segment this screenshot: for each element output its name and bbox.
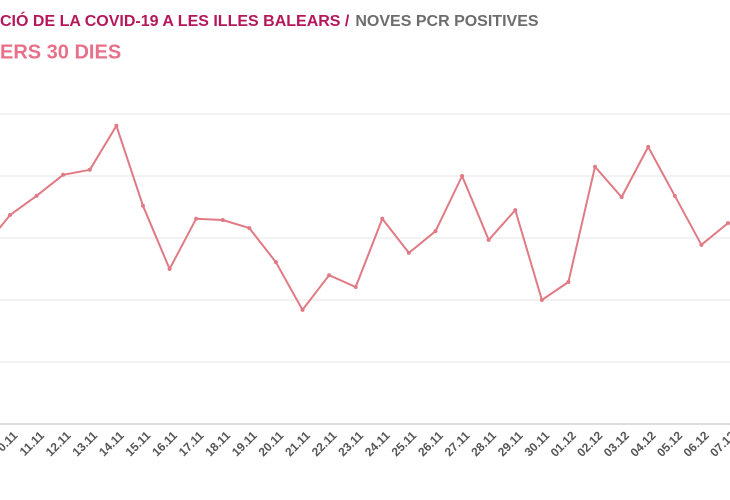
point <box>34 193 39 198</box>
x-tick-label: 18.11 <box>202 428 233 459</box>
point <box>726 221 730 226</box>
x-tick-label: 03.12 <box>601 428 632 459</box>
x-tick-label: 30.11 <box>522 428 553 459</box>
point <box>220 218 225 223</box>
point <box>273 260 278 265</box>
point <box>167 267 172 271</box>
point <box>300 307 305 312</box>
x-tick-label: 16.11 <box>149 428 180 459</box>
point <box>194 216 199 221</box>
point <box>87 167 92 172</box>
x-tick-label: 11.11 <box>17 428 47 458</box>
point <box>380 216 385 221</box>
point <box>699 242 704 247</box>
x-tick-label: 24.11 <box>362 428 393 459</box>
x-tick-label: 15.11 <box>123 428 154 459</box>
point <box>140 203 145 208</box>
point <box>114 123 119 128</box>
x-tick-label: 21.11 <box>282 428 313 459</box>
x-tick-label: 06.12 <box>681 428 712 459</box>
point <box>646 144 651 149</box>
x-tick-label: 27.11 <box>442 428 473 459</box>
x-tick-label: 07.12 <box>707 428 730 459</box>
point <box>8 213 12 218</box>
x-tick-label: 29.11 <box>495 428 526 459</box>
point <box>433 229 438 234</box>
point <box>566 280 571 285</box>
chart-title: CIÓ DE LA COVID-19 A LES ILLES BALEARS / <box>0 11 350 30</box>
x-tick-label: 17.11 <box>176 428 207 459</box>
point <box>327 273 332 278</box>
point <box>619 195 624 200</box>
point <box>353 284 358 289</box>
x-tick-label: 23.11 <box>335 428 366 459</box>
x-tick-label: 05.12 <box>654 428 685 459</box>
x-tick-label: 02.12 <box>574 428 605 459</box>
point <box>539 298 544 302</box>
x-tick-label: 13.11 <box>69 428 100 459</box>
x-tick-label: 25.11 <box>389 428 420 459</box>
x-tick-label: 12.11 <box>43 428 74 459</box>
point <box>672 193 677 198</box>
x-tick-label: 01.12 <box>548 428 579 459</box>
line <box>0 124 729 311</box>
x-tick-label: 22.11 <box>309 428 340 459</box>
point <box>406 250 411 255</box>
point <box>486 237 491 242</box>
chart-title-secondary: NOVES PCR POSITIVES <box>355 13 538 30</box>
x-tick-label: 20.11 <box>256 428 287 459</box>
point <box>61 172 66 177</box>
chart-subtitle: ERS 30 DIES <box>0 41 121 63</box>
x-tick-label: 14.11 <box>96 428 127 459</box>
x-tick-label: 04.12 <box>627 428 658 459</box>
x-tick-label: 19.11 <box>229 428 260 459</box>
x-tick-label: 26.11 <box>415 428 446 459</box>
x-tick-label: 28.11 <box>468 428 499 459</box>
point <box>513 208 518 213</box>
point <box>460 174 465 178</box>
point <box>593 164 598 169</box>
point <box>247 226 252 231</box>
